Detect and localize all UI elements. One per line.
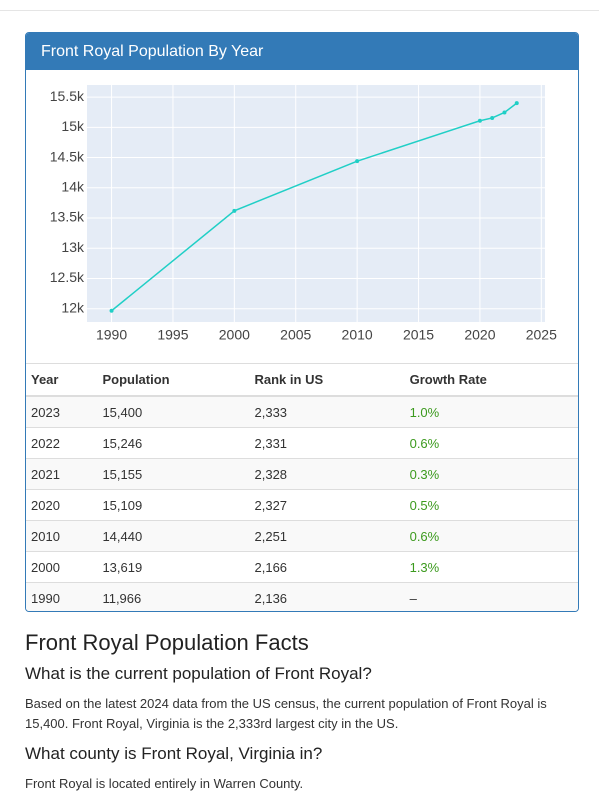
table-row: 1990 11,966 2,136– xyxy=(26,582,578,611)
table-cell: 2020 xyxy=(26,489,98,521)
facts-title: Front Royal Population Facts xyxy=(25,630,309,655)
y-tick-label: 13.5k xyxy=(50,209,85,225)
x-tick-label: 2020 xyxy=(464,327,495,343)
x-tick-label: 2010 xyxy=(342,327,373,343)
table-row: 2021 15,155 2,328 0.3% xyxy=(26,458,578,490)
table-cell: 15,400 xyxy=(97,395,250,428)
fact-question: What is the current population of Front … xyxy=(25,664,372,683)
facts: Front Royal Population Facts What is the… xyxy=(25,630,580,804)
table-cell: 2,251 xyxy=(249,520,405,552)
table-row: 2000 13,619 2,166 1.3% xyxy=(26,551,578,583)
column-header: Year xyxy=(26,363,98,397)
population-table: Year Population Rank in US Growth Rate 2023… xyxy=(26,363,578,611)
table-cell: 1990 xyxy=(26,582,98,611)
data-point xyxy=(355,159,360,164)
plot-background xyxy=(87,85,545,322)
chart-area: 1990 1995 2000 2005 2010 2015 2020 2025 12k 12.5k… xyxy=(26,70,578,363)
table-row: 2023 15,400 2,333 1.0% xyxy=(26,395,578,428)
table-cell: 1.3% xyxy=(404,551,578,583)
table-row: 2022 15,246 2,331 0.6% xyxy=(26,427,578,459)
chart: 1990 1995 2000 2005 2010 2015 2020 2025 12k 12.5k… xyxy=(50,85,557,343)
fact-answer: Based on the latest 2024 data from the U… xyxy=(25,696,547,731)
table-cell: – xyxy=(404,582,578,611)
table-cell: 11,966 xyxy=(97,582,250,611)
y-tick-label: 14k xyxy=(61,178,85,194)
column-header: Growth Rate xyxy=(404,363,578,397)
x-tick-label: 1995 xyxy=(157,327,188,343)
x-tick-label: 2000 xyxy=(219,327,250,343)
table-cell: 15,109 xyxy=(97,489,250,521)
y-tick-label: 15.5k xyxy=(50,88,85,104)
y-tick-label: 15k xyxy=(61,118,85,134)
table-cell: 0.6% xyxy=(404,427,578,459)
fact-answer: Front Royal is located entirely in Warre… xyxy=(25,776,304,791)
data-point xyxy=(490,115,495,120)
table-cell: 2021 xyxy=(26,458,98,490)
table-cell: 0.3% xyxy=(404,458,578,490)
table-cell: 2,166 xyxy=(249,551,405,583)
panel: Front Royal Population By Year 1990 1995 2… xyxy=(25,32,579,612)
data-point xyxy=(477,118,482,123)
table-cell: 13,619 xyxy=(97,551,250,583)
table-row: 2010 14,440 2,251 0.6% xyxy=(26,520,578,552)
table-cell: 2022 xyxy=(26,427,98,459)
x-tick-label: 2025 xyxy=(526,327,557,343)
table-cell: 0.5% xyxy=(404,489,578,521)
table-cell: 2,327 xyxy=(249,489,405,521)
table-cell: 2023 xyxy=(26,395,98,428)
y-tick-label: 12k xyxy=(61,299,85,315)
table-cell: 0.6% xyxy=(404,520,578,552)
table-cell: 2,331 xyxy=(249,427,405,459)
table-cell: 2010 xyxy=(26,520,98,552)
x-tick-label: 2005 xyxy=(280,327,311,343)
header-row: Year Population Rank in US Growth Rate xyxy=(26,363,578,397)
panel-title: Front Royal Population By Year xyxy=(26,33,578,70)
y-tick-label: 12.5k xyxy=(50,269,85,285)
fact-question: What county is Front Royal, Virginia in? xyxy=(25,744,323,763)
column-header: Rank in US xyxy=(249,363,405,397)
data-point xyxy=(502,110,507,115)
data-point xyxy=(514,101,519,106)
table-cell: 2,333 xyxy=(249,395,405,428)
table-cell: 1.0% xyxy=(404,395,578,428)
table-row: 2020 15,109 2,327 0.5% xyxy=(26,489,578,521)
y-tick-label: 14.5k xyxy=(50,148,85,164)
table-body: 2023 15,400 2,333 1.0% 2022 15,246 2,331 0.6% 20… xyxy=(26,395,578,611)
table-cell: 2,328 xyxy=(249,458,405,490)
table-cell: 15,246 xyxy=(97,427,250,459)
x-tick-label: 1990 xyxy=(96,327,127,343)
table-cell: 15,155 xyxy=(97,458,250,490)
table-cell: 14,440 xyxy=(97,520,250,552)
x-tick-label: 2015 xyxy=(403,327,434,343)
y-tick-label: 13k xyxy=(61,239,85,255)
divider xyxy=(0,10,599,11)
data-point xyxy=(109,308,114,313)
table-cell: 2000 xyxy=(26,551,98,583)
table-cell: 2,136 xyxy=(249,582,405,611)
data-point xyxy=(232,208,237,213)
column-header: Population xyxy=(97,363,250,397)
